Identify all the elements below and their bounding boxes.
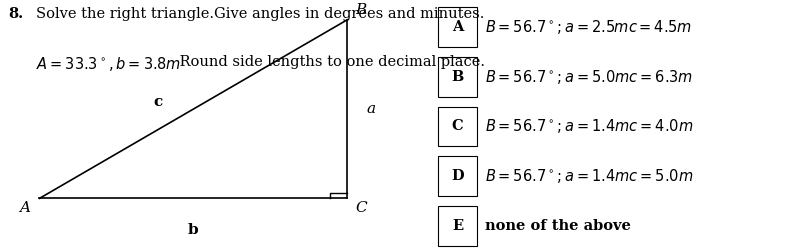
Text: $B = 56.7^\circ; a = 1.4mc = 4.0m$: $B = 56.7^\circ; a = 1.4mc = 4.0m$ xyxy=(485,118,694,135)
Bar xyxy=(438,7,477,47)
Text: A: A xyxy=(19,201,30,215)
Text: $B = 56.7^\circ; a = 1.4mc = 5.0m$: $B = 56.7^\circ; a = 1.4mc = 5.0m$ xyxy=(485,167,694,185)
Text: $B = 56.7^\circ; a = 2.5mc = 4.5m$: $B = 56.7^\circ; a = 2.5mc = 4.5m$ xyxy=(485,18,692,36)
Bar xyxy=(438,206,477,246)
Text: c: c xyxy=(153,95,163,109)
Text: 8.: 8. xyxy=(8,7,23,21)
Text: Round side lengths to one decimal place.: Round side lengths to one decimal place. xyxy=(175,55,485,68)
Text: B: B xyxy=(355,3,366,17)
Text: D: D xyxy=(451,169,464,183)
Text: E: E xyxy=(452,219,463,233)
Text: C: C xyxy=(355,201,367,215)
Text: a: a xyxy=(367,102,376,116)
Text: A: A xyxy=(452,20,463,34)
Text: $B = 56.7^\circ; a = 5.0mc = 6.3m$: $B = 56.7^\circ; a = 5.0mc = 6.3m$ xyxy=(485,68,694,86)
Bar xyxy=(438,107,477,146)
Text: Solve the right triangle.Give angles in degrees and minutes.: Solve the right triangle.Give angles in … xyxy=(36,7,484,21)
Bar xyxy=(438,156,477,196)
Text: C: C xyxy=(452,120,463,133)
Text: B: B xyxy=(451,70,464,84)
Text: none of the above: none of the above xyxy=(485,219,631,233)
Bar xyxy=(438,57,477,97)
Text: $A = 33.3^\circ, b = 3.8m$: $A = 33.3^\circ, b = 3.8m$ xyxy=(36,55,181,73)
Text: b: b xyxy=(188,223,199,237)
